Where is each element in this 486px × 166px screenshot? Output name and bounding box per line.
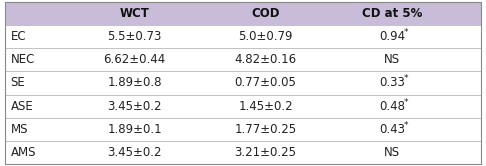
Text: *: * bbox=[404, 28, 408, 37]
Text: EC: EC bbox=[11, 30, 26, 43]
Text: 0.94: 0.94 bbox=[379, 30, 405, 43]
Text: SE: SE bbox=[11, 77, 25, 89]
Text: 4.82±0.16: 4.82±0.16 bbox=[235, 53, 296, 66]
Text: NEC: NEC bbox=[11, 53, 35, 66]
Text: 1.45±0.2: 1.45±0.2 bbox=[238, 100, 293, 113]
Text: 0.48: 0.48 bbox=[379, 100, 405, 113]
Text: AMS: AMS bbox=[11, 146, 36, 159]
Text: CD at 5%: CD at 5% bbox=[362, 7, 422, 20]
Text: 3.45±0.2: 3.45±0.2 bbox=[107, 146, 162, 159]
Text: COD: COD bbox=[251, 7, 280, 20]
Text: 3.45±0.2: 3.45±0.2 bbox=[107, 100, 162, 113]
Text: ASE: ASE bbox=[11, 100, 34, 113]
Text: *: * bbox=[404, 98, 408, 107]
Text: 6.62±0.44: 6.62±0.44 bbox=[104, 53, 166, 66]
Text: NS: NS bbox=[384, 146, 400, 159]
Text: 3.21±0.25: 3.21±0.25 bbox=[235, 146, 296, 159]
Text: 0.33: 0.33 bbox=[379, 77, 405, 89]
Text: MS: MS bbox=[11, 123, 28, 136]
Text: 5.5±0.73: 5.5±0.73 bbox=[107, 30, 162, 43]
Bar bbox=[5, 2, 481, 25]
Text: WCT: WCT bbox=[120, 7, 150, 20]
Text: 1.89±0.8: 1.89±0.8 bbox=[107, 77, 162, 89]
Text: 0.77±0.05: 0.77±0.05 bbox=[235, 77, 296, 89]
Text: *: * bbox=[404, 121, 408, 130]
Text: 1.89±0.1: 1.89±0.1 bbox=[107, 123, 162, 136]
Text: NS: NS bbox=[384, 53, 400, 66]
Text: 5.0±0.79: 5.0±0.79 bbox=[238, 30, 293, 43]
Text: 0.43: 0.43 bbox=[379, 123, 405, 136]
Text: 1.77±0.25: 1.77±0.25 bbox=[235, 123, 296, 136]
Text: *: * bbox=[404, 74, 408, 83]
